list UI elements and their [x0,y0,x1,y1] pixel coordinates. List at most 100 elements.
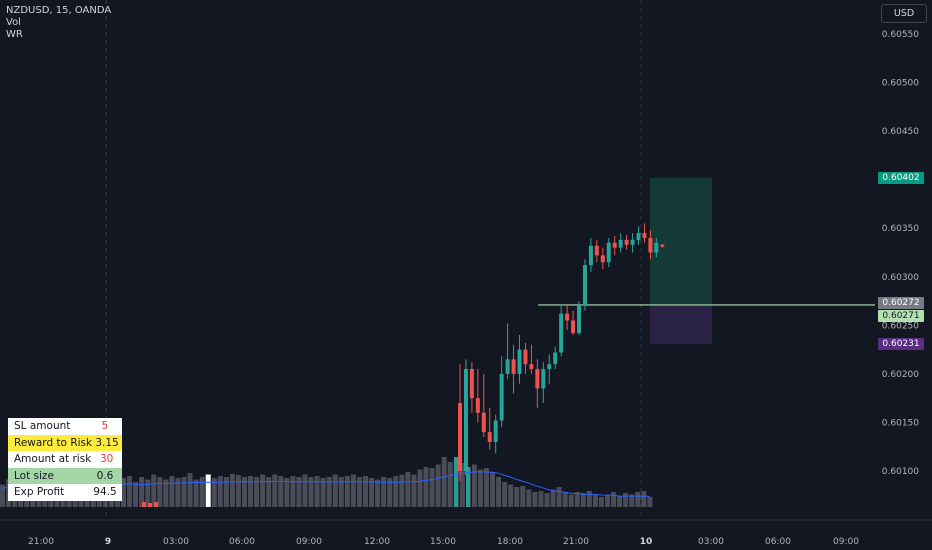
volume-bar [393,476,399,507]
reward-to-risk-label: Reward to Risk [8,434,93,452]
volume-bar [163,479,169,507]
volume-bar [411,474,417,507]
volume-bar [266,477,272,507]
candle-body [559,313,564,353]
candle-body [660,244,665,247]
exp-profit-label: Exp Profit [8,484,88,501]
volume-bar-down [148,503,152,507]
price-tick-label: 0.60150 [882,418,919,428]
volume-bar [242,477,247,507]
volume-bar [139,477,145,507]
chart-legend: NZDUSD, 15, OANDA Vol WR [6,5,111,41]
candle-body [642,233,647,238]
lot-size-value: 0.6 [88,467,122,485]
candle-body [654,242,659,253]
stop-zone [650,304,712,344]
volume-bar [320,478,326,507]
volume-bar [187,473,193,507]
volume-bar [520,486,526,507]
candle-body [529,364,534,370]
volume-bar [592,494,598,507]
volume-bar [175,478,181,507]
volume-bar [344,476,350,507]
volume-bar [568,494,574,507]
price-tick-label: 0.60250 [882,321,919,331]
volume-bar [199,477,205,507]
volume-bar [248,476,254,507]
volume-bar [629,494,635,507]
price-tick-label: 0.60500 [882,79,919,89]
volume-bar [211,478,217,507]
volume-bar-up [466,467,470,507]
volume-bar [526,489,532,507]
volume-bar [429,468,435,507]
candles [458,223,665,481]
volume-bar [326,477,332,507]
candle-body [612,242,617,248]
volume-bar [133,482,139,507]
volume-bar [387,478,393,507]
symbol-title[interactable]: NZDUSD, 15, OANDA [6,5,112,16]
candle-body [547,364,552,370]
reward-to-risk-value: 3.15 [92,434,122,452]
price-axis: 0.60550 0.60500 0.60450 0.60350 0.60300 0.602… [882,30,919,477]
price-tick-label: 0.60450 [882,127,919,137]
volume-bar [623,493,629,507]
reward-to-risk-row: Reward to Risk 3.15 [8,434,122,452]
volume-bar [598,497,604,507]
volume-bar [477,469,483,507]
candle-body [475,398,480,413]
volume-bar [314,476,320,507]
time-axis: 21:00 9 03:00 06:00 09:00 12:00 15:00 18:00 21:0… [28,537,859,547]
volume-indicator-label[interactable]: Vol [6,17,21,28]
candle-body [630,239,635,245]
candle-body [541,369,546,389]
candle-body [523,349,528,365]
candle-body [553,352,558,365]
sl-amount-row: SL amount 5 [8,418,122,435]
volume-bar [217,476,223,507]
volume-bar [586,491,592,507]
volume-bar [260,474,266,507]
volume-bar [399,474,405,507]
volume-bar-up [454,457,458,507]
volume-bar [459,463,465,507]
volume-bar [574,492,580,507]
wr-indicator-label[interactable]: WR [6,29,23,40]
volume-bar [332,474,338,507]
volume-bar [296,477,302,507]
volume-bar [350,474,356,507]
exp-profit-value: 94.5 [88,484,122,501]
volume-bar [544,493,550,507]
volume-bar [441,457,447,507]
volume-bar [169,476,175,507]
exp-profit-row: Exp Profit 94.5 [8,484,122,501]
volume-bar [145,479,151,507]
candle-body [487,432,492,442]
stop-price-tag: 0.60231 [878,337,924,350]
currency-button[interactable]: USD [881,4,927,23]
time-tick-label: 09:00 [296,537,322,547]
price-tick-label: 0.60550 [882,30,919,40]
volume-bar [0,484,5,507]
volume-bar [235,475,241,507]
volume-bar-down [142,502,146,507]
amount-at-risk-row: Amount at risk 30 [8,451,122,468]
volume-bar [369,478,375,507]
candle-body [571,320,576,334]
target-price-tag: 0.60402 [878,171,924,184]
candle-body [511,359,516,374]
volume-bar [508,484,514,507]
time-tick-label: 06:00 [229,537,255,547]
candle-body [582,265,587,306]
volume-bar [229,474,235,507]
volume-bar [157,477,163,507]
volume-bar [447,462,453,507]
sl-amount-label: SL amount [8,418,88,435]
candle-body [458,403,462,471]
risk-calculator-table: SL amount 5 Reward to Risk 3.15 Amount a… [8,418,122,501]
time-tick-label: 18:00 [497,537,523,547]
volume-bar [562,492,568,507]
volume-bar [381,477,387,507]
